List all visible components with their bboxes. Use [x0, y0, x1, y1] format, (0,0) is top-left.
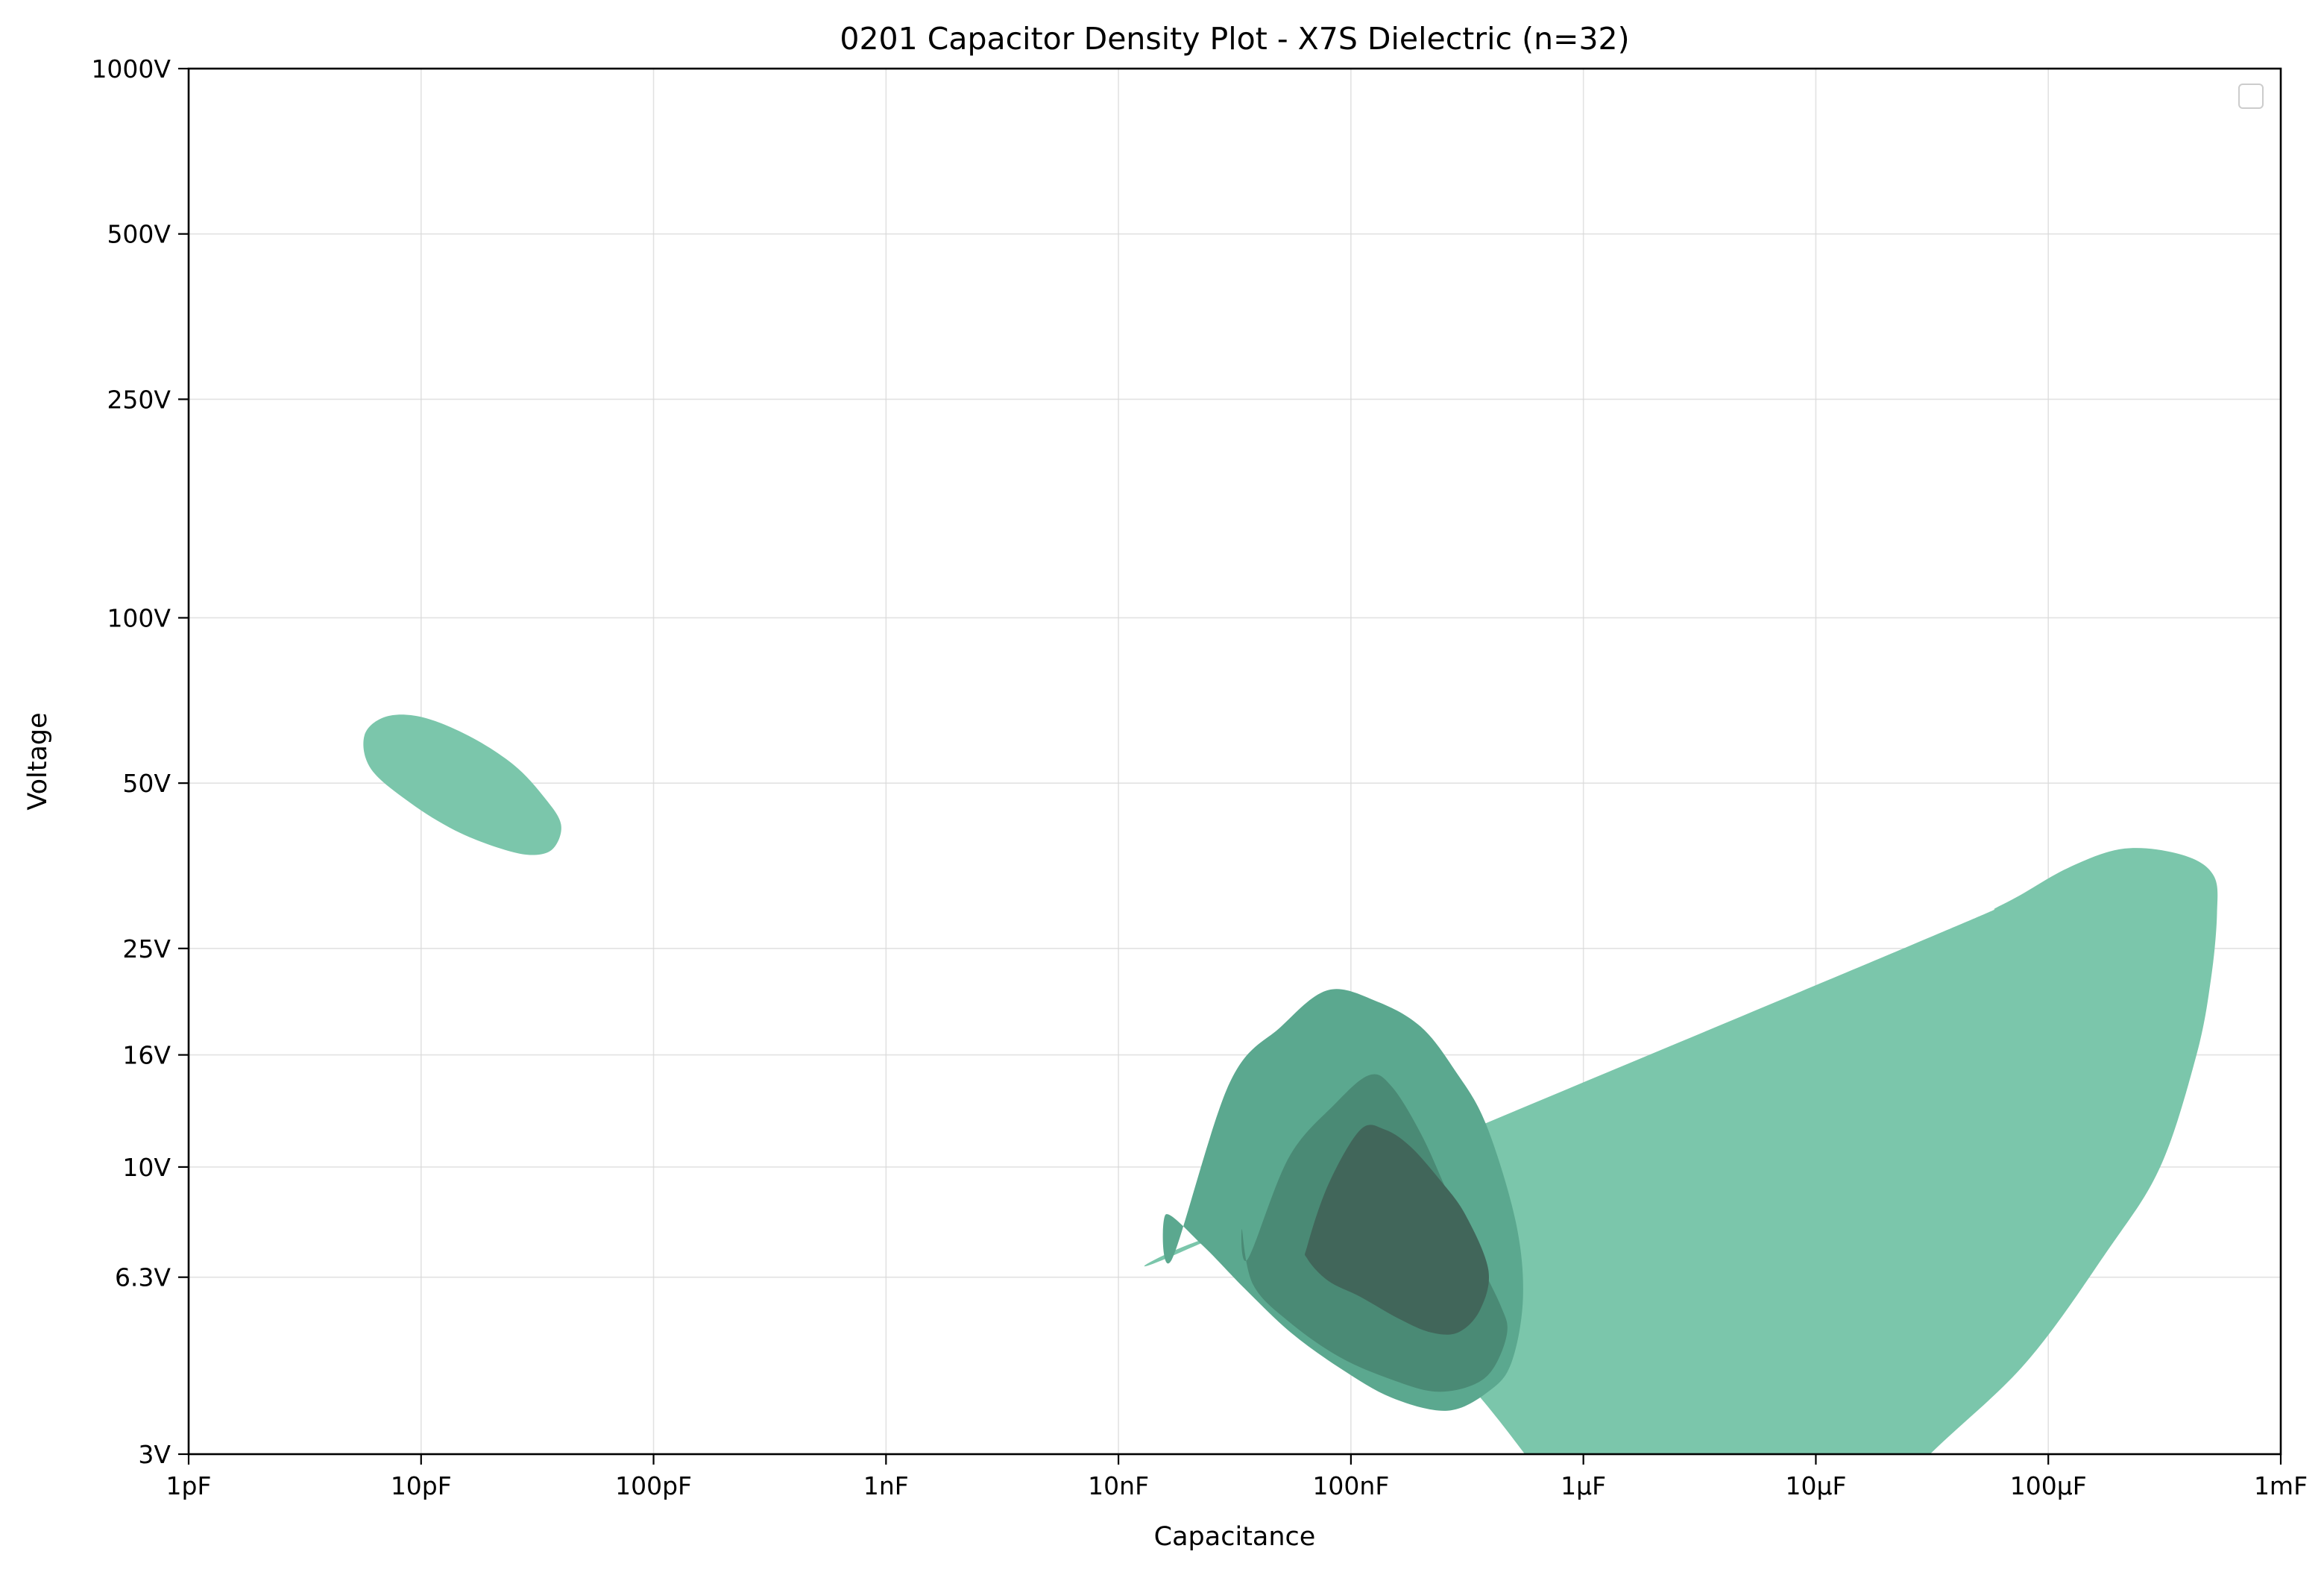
density-contour-level-1 — [363, 714, 561, 855]
tick-layer: 1pF 10pF 100pF 1nF 10nF 100nF 1µF 10µF 100µF 1mF 3… — [91, 54, 2308, 1500]
chart-title: 0201 Capacitor Density Plot - X7S Dielec… — [840, 21, 1629, 57]
y-tick-label: 100V — [107, 603, 171, 632]
x-tick-label: 100nF — [1312, 1471, 1389, 1500]
x-tick-label: 1pF — [166, 1471, 212, 1500]
contour-layer — [363, 714, 2218, 1454]
x-tick-label: 10pF — [391, 1471, 452, 1500]
x-tick-label: 100µF — [2010, 1471, 2087, 1500]
y-tick-label: 500V — [107, 220, 171, 249]
y-tick-label: 250V — [107, 385, 171, 414]
plot-frame — [187, 67, 2282, 1456]
y-tick-label: 25V — [122, 934, 171, 963]
x-tick-label: 10nF — [1088, 1471, 1149, 1500]
x-tick-label: 10µF — [1785, 1471, 1846, 1500]
x-tick-label: 1nF — [863, 1471, 909, 1500]
y-tick-label: 50V — [122, 769, 171, 798]
y-tick-label: 1000V — [91, 54, 171, 84]
x-tick-label: 1µF — [1561, 1471, 1606, 1500]
y-tick-label: 6.3V — [115, 1263, 171, 1292]
x-axis-label: Capacitance — [1154, 1522, 1316, 1552]
y-tick-label: 16V — [122, 1041, 171, 1070]
y-axis-label: Voltage — [23, 712, 53, 810]
y-tick-label: 10V — [122, 1153, 171, 1182]
x-tick-label: 1mF — [2254, 1471, 2308, 1500]
legend-box — [2238, 84, 2264, 109]
density-contour-level-4 — [1305, 1125, 1490, 1335]
y-tick-label: 3V — [138, 1440, 171, 1469]
x-tick-label: 100pF — [615, 1471, 692, 1500]
